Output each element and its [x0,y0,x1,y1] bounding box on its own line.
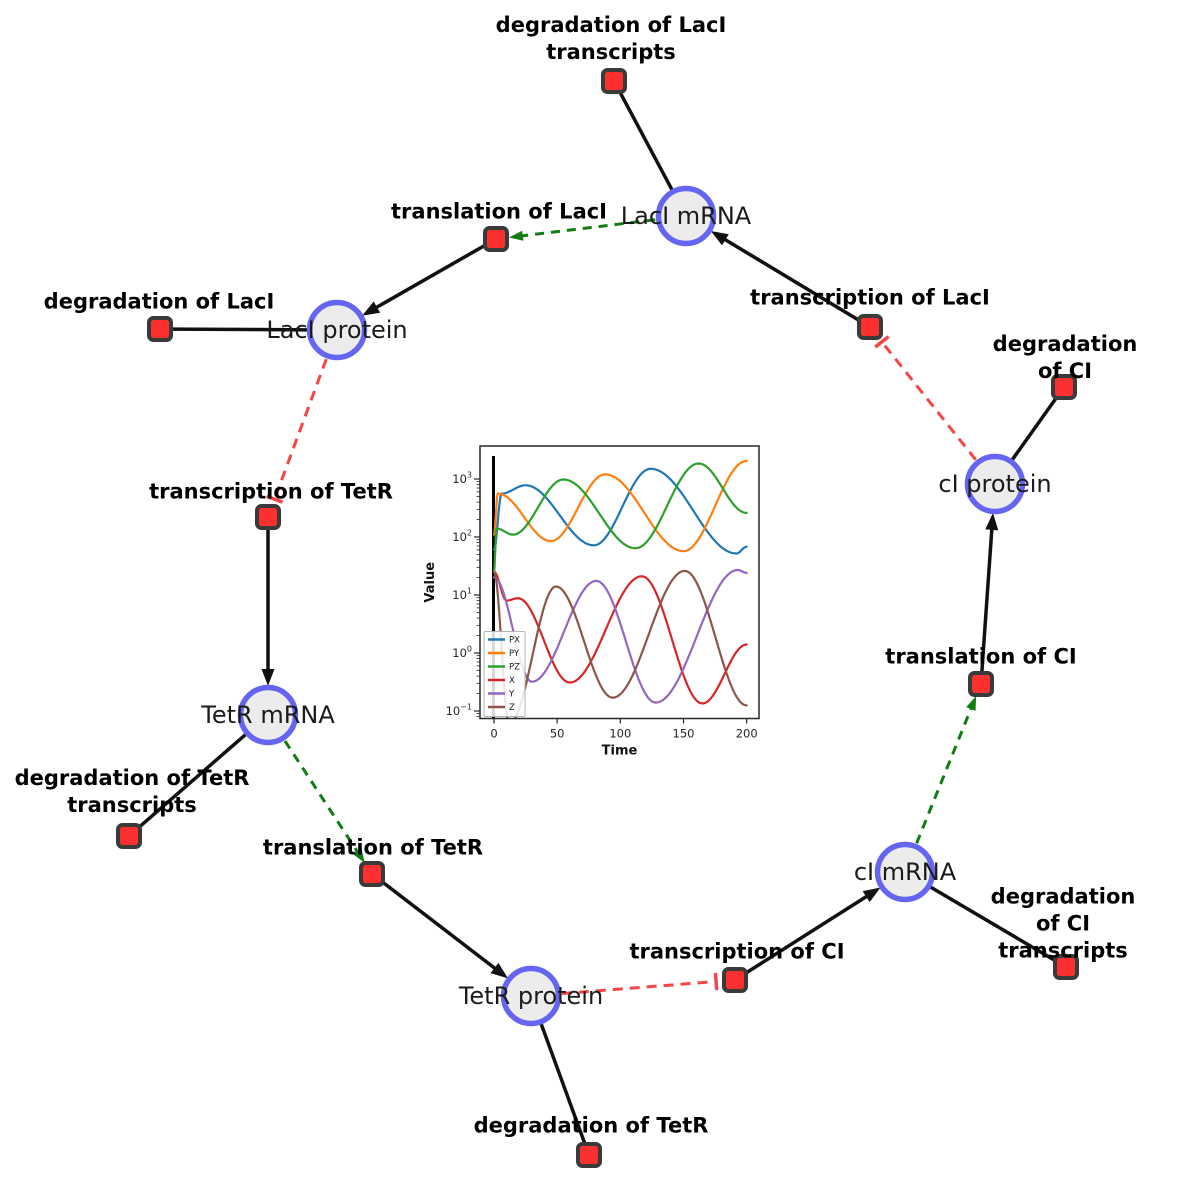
x-tick-label-50: 50 [550,727,565,741]
series-curve-x [492,570,748,705]
edge-laci-protein-to-deg-laci [172,327,308,332]
edge-ci-protein-to-transcription-laci [874,335,977,461]
edge-tetr-protein-to-deg-tetr [539,1023,587,1144]
edge-translation-laci-to-laci-protein [362,243,486,316]
species-node-tetr-protein [500,965,562,1027]
reaction-node-deg-tetr-tx [116,823,142,849]
x-tick-label-150: 150 [673,727,695,741]
legend-label-y: Y [508,690,515,700]
y-axis-label: Value [423,562,438,603]
edge-transcription-ci-to-ci-mrna [745,887,881,975]
reaction-node-translation-ci [968,671,994,697]
reaction-node-deg-ci-tx [1053,954,1079,980]
edge-translation-ci-to-ci-protein [980,512,999,672]
edge-translation-tetr-to-tetr-protein [381,880,508,979]
reaction-node-transcription-laci [857,314,883,340]
edge-laci-mrna-to-deg-laci-tx [618,91,674,191]
edge-laci-protein-to-transcription-tetr [265,358,328,504]
legend-label-pz: PZ [509,663,520,673]
reaction-node-transcription-tetr [255,504,281,530]
chart-frame [479,445,760,720]
species-node-laci-mrna [655,185,717,247]
edge-tetr-mrna-to-translation-tetr [283,740,365,864]
legend-label-px: PX [509,636,520,646]
reaction-node-deg-laci [147,316,173,342]
species-node-ci-mrna [874,841,936,903]
reaction-node-deg-ci [1051,374,1077,400]
reaction-node-translation-laci [483,226,509,252]
x-axis-label: Time [602,744,638,759]
reaction-node-transcription-ci [722,967,748,993]
reaction-node-deg-tetr [576,1142,602,1168]
edge-ci-mrna-to-translation-ci [915,696,977,844]
species-node-ci-protein [964,453,1026,515]
edge-laci-mrna-to-translation-laci [508,218,656,241]
x-tick-label-0: 0 [490,727,497,741]
chart-legend: PX PY PZ XYZ [483,631,526,717]
series-curve-y [492,568,748,704]
species-node-tetr-mrna [237,684,299,746]
edge-transcription-laci-to-laci-mrna [710,230,860,322]
edge-ci-mrna-to-deg-ci-tx [929,885,1056,962]
x-tick-label-100: 100 [609,727,631,741]
edge-tetr-mrna-to-deg-tetr-tx [137,733,247,829]
legend-label-py: PY [509,649,520,659]
edge-tetr-protein-to-transcription-ci [561,972,719,996]
x-tick-label-200: 200 [736,727,758,741]
edge-ci-protein-to-deg-ci [1010,396,1058,461]
series-curve-pz [492,462,748,574]
series-curve-z [492,569,748,719]
series-curve-py [492,459,748,553]
legend-label-z: Z [509,703,515,713]
reaction-node-translation-tetr [359,861,385,887]
edge-transcription-tetr-to-tetr-mrna [261,530,275,686]
reaction-node-deg-laci-tx [601,68,627,94]
species-node-laci-protein [306,299,368,361]
chart-curves [492,459,748,719]
legend-label-x: X [509,676,515,686]
